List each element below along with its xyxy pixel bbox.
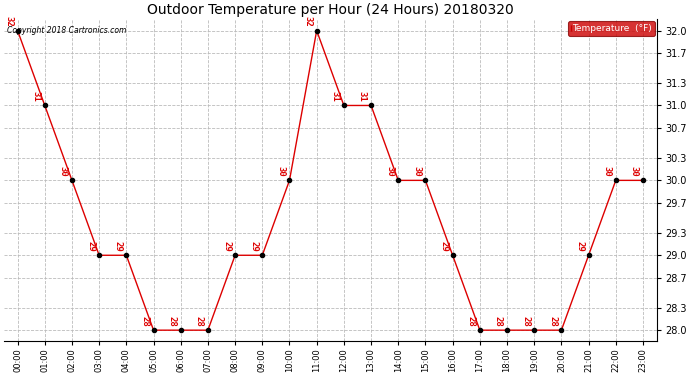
Text: 31: 31 <box>331 91 339 102</box>
Text: 28: 28 <box>521 316 530 326</box>
Text: 29: 29 <box>86 241 95 252</box>
Text: 28: 28 <box>494 316 503 326</box>
Text: 32: 32 <box>5 16 14 27</box>
Text: 32: 32 <box>304 16 313 27</box>
Title: Outdoor Temperature per Hour (24 Hours) 20180320: Outdoor Temperature per Hour (24 Hours) … <box>147 3 513 17</box>
Text: Copyright 2018 Cartronics.com: Copyright 2018 Cartronics.com <box>7 26 127 35</box>
Text: 30: 30 <box>602 166 612 177</box>
Text: 28: 28 <box>168 316 177 326</box>
Text: 29: 29 <box>113 241 122 252</box>
Text: 30: 30 <box>630 166 639 177</box>
Text: 31: 31 <box>358 91 367 102</box>
Text: 29: 29 <box>440 241 449 252</box>
Text: 30: 30 <box>277 166 286 177</box>
Text: 31: 31 <box>32 91 41 102</box>
Text: 29: 29 <box>222 241 231 252</box>
Text: 28: 28 <box>549 316 558 326</box>
Text: 29: 29 <box>575 241 584 252</box>
Text: 28: 28 <box>466 316 475 326</box>
Legend: Temperature  (°F): Temperature (°F) <box>568 21 655 36</box>
Text: 30: 30 <box>413 166 422 177</box>
Text: 28: 28 <box>141 316 150 326</box>
Text: 30: 30 <box>385 166 394 177</box>
Text: 28: 28 <box>195 316 204 326</box>
Text: 30: 30 <box>59 166 68 177</box>
Text: 29: 29 <box>249 241 258 252</box>
